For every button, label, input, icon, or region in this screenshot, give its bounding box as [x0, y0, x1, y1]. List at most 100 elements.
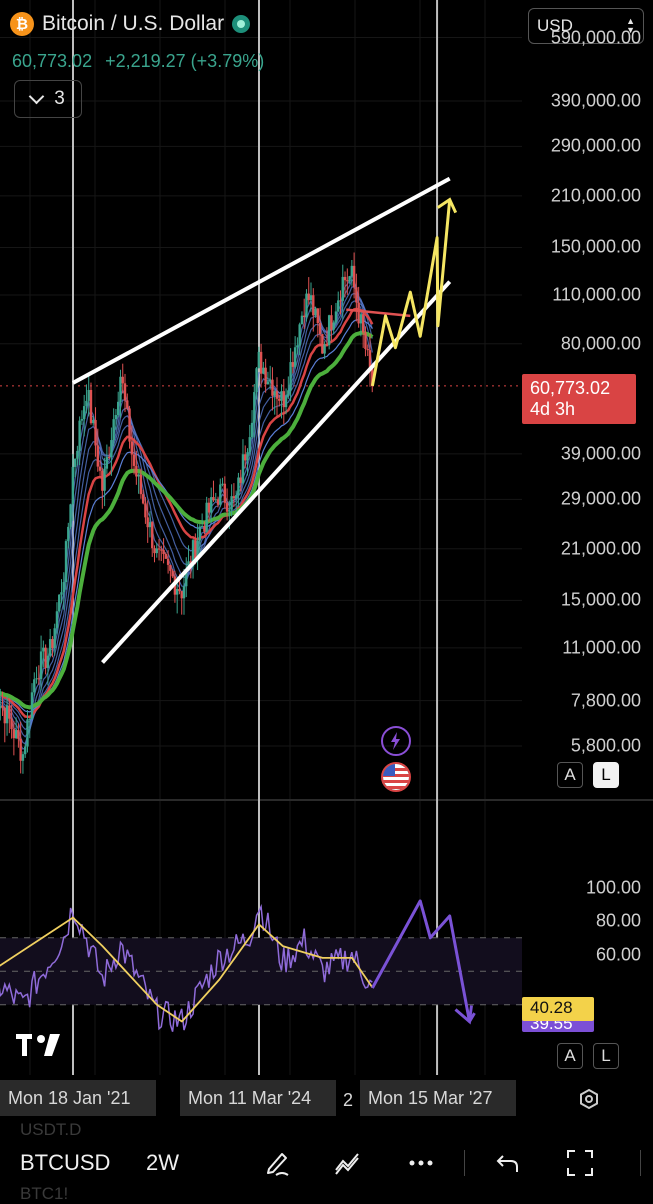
- current-price-label: 60,773.02: [530, 378, 611, 398]
- candle-body: [298, 324, 301, 346]
- candle-body: [44, 647, 47, 668]
- candle-body: [330, 315, 333, 330]
- candle-body: [198, 526, 202, 541]
- candle-body: [155, 548, 158, 554]
- chart-header: ₿ Bitcoin / U.S. Dollar: [10, 12, 251, 36]
- price-scale-label: 210,000.00: [550, 185, 641, 206]
- candle-body: [327, 315, 331, 346]
- more-options-icon[interactable]: [406, 1148, 436, 1178]
- price-scale-label: 290,000.00: [550, 135, 641, 156]
- candles: [0, 252, 374, 774]
- price-scale-label: 7,800.00: [570, 690, 641, 711]
- candle-body: [248, 437, 251, 453]
- candle-body: [110, 440, 113, 458]
- candle-body: [350, 265, 354, 277]
- candle-body: [1, 706, 4, 708]
- price-scale-label: 11,000.00: [562, 637, 641, 658]
- price-change: 60,773.02 +2,219.27 (+3.79%): [12, 51, 264, 72]
- rsi-scale-label: 100.00: [585, 877, 641, 897]
- pencil-draw-icon[interactable]: [262, 1148, 292, 1178]
- price-scale-label: 21,000.00: [560, 538, 641, 559]
- candle-body: [366, 348, 369, 351]
- fullscreen-icon[interactable]: [565, 1148, 595, 1178]
- candle-body: [96, 445, 99, 467]
- candle-body: [69, 504, 72, 527]
- x-label-2024: Mon 11 Mar '24: [180, 1080, 336, 1116]
- rsi-value-tag: 39.55: [522, 1018, 594, 1032]
- change-value: +2,219.27 (+3.79%): [105, 51, 265, 71]
- candle-body: [203, 525, 206, 532]
- candle-body: [64, 541, 68, 583]
- candle-body: [371, 368, 374, 387]
- candle-body: [130, 441, 134, 455]
- x-label-2021: Mon 18 Jan '21: [0, 1080, 156, 1116]
- drawings[interactable]: [72, 176, 458, 664]
- candle-body: [305, 293, 308, 318]
- candle-body: [19, 738, 22, 761]
- us-flag-event-icon[interactable]: [381, 762, 411, 792]
- candle-body: [144, 503, 147, 518]
- candle-body: [132, 454, 136, 466]
- candle-body: [98, 466, 102, 471]
- candle-body: [48, 639, 52, 656]
- auto-scale-button[interactable]: A: [557, 762, 583, 788]
- price-scale-label: 390,000.00: [550, 90, 641, 111]
- candle-body: [223, 483, 227, 503]
- candle-body: [182, 586, 186, 599]
- bitcoin-icon: ₿: [10, 12, 34, 36]
- x-label-partial: 2: [343, 1090, 354, 1110]
- undo-icon[interactable]: [493, 1148, 523, 1178]
- candle-body: [0, 706, 2, 709]
- price-scale-label: 110,000.00: [552, 284, 641, 305]
- candle-body: [196, 540, 199, 559]
- candle-body: [21, 754, 25, 761]
- rsi-auto-scale-button[interactable]: A: [557, 1043, 583, 1069]
- candle-body: [89, 389, 93, 424]
- candle-body: [101, 470, 104, 491]
- candle-body: [24, 746, 27, 755]
- rsi-log-scale-button[interactable]: L: [593, 1043, 619, 1069]
- price-projection-zigzag: [370, 199, 452, 387]
- candle-body: [266, 381, 270, 385]
- candle-body: [275, 391, 279, 399]
- toolbar-divider-right: [640, 1150, 641, 1176]
- candle-body: [357, 302, 360, 324]
- log-scale-button[interactable]: L: [593, 762, 619, 788]
- candle-body: [307, 293, 310, 301]
- tradingview-logo: [16, 1032, 66, 1065]
- chart-settings-icon[interactable]: [578, 1088, 600, 1110]
- last-price: 60,773.02: [12, 51, 93, 71]
- cycle-vertical-lines: [72, 0, 439, 1075]
- candle-body: [239, 477, 242, 483]
- candle-body: [60, 592, 63, 595]
- candle-body: [55, 611, 59, 629]
- candle-body: [85, 400, 88, 407]
- candle-body: [205, 502, 208, 532]
- candle-body: [241, 454, 245, 483]
- price-scale-label: 15,000.00: [560, 589, 641, 610]
- candle-body: [148, 522, 152, 528]
- candle-body: [107, 457, 111, 459]
- candle-body: [157, 548, 161, 550]
- indicators-icon[interactable]: [333, 1148, 363, 1178]
- candle-body: [219, 484, 222, 505]
- candle-body: [212, 497, 215, 501]
- indicator-count: 3: [54, 88, 65, 109]
- market-open-icon: [232, 15, 251, 33]
- candle-body: [3, 707, 6, 724]
- timeframe-button[interactable]: 2W: [146, 1150, 179, 1175]
- candle-body: [78, 420, 81, 451]
- candle-body: [337, 300, 340, 312]
- candle-body: [51, 639, 54, 649]
- lightning-event-icon[interactable]: [381, 726, 411, 756]
- candle-body: [139, 474, 143, 495]
- ghost-symbol-bottom: BTC1!: [20, 1184, 69, 1203]
- currency-select[interactable]: USD ▲ ▼: [528, 8, 644, 44]
- symbol-button[interactable]: BTCUSD: [20, 1150, 111, 1175]
- candle-body: [368, 350, 372, 369]
- candle-body: [82, 406, 86, 420]
- symbol-title[interactable]: Bitcoin / U.S. Dollar: [42, 12, 225, 35]
- collapse-indicators-button[interactable]: 3: [14, 80, 82, 118]
- candle-body: [92, 419, 95, 424]
